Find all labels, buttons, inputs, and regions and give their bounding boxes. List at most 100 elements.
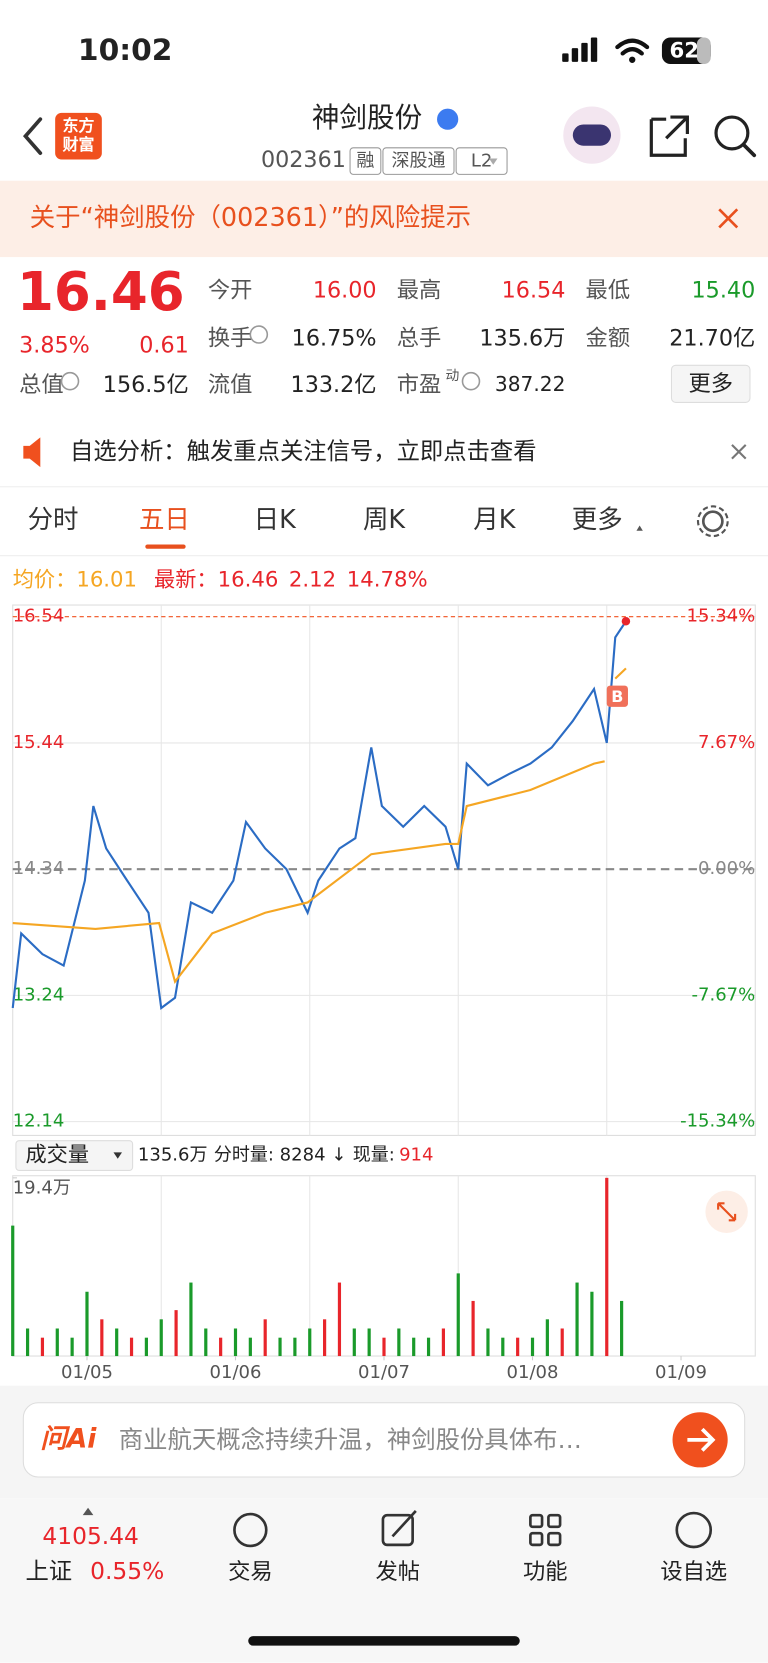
nav-item[interactable]: 发帖 [376, 1559, 421, 1585]
nav-item[interactable]: 功能 [523, 1559, 568, 1585]
search[interactable] [714, 115, 750, 151]
avg-value: 16.01 [76, 568, 137, 593]
tag-box [382, 147, 455, 175]
tab[interactable]: 周K [363, 505, 406, 535]
volume-now-label: 现量: [353, 1145, 395, 1166]
avg-line [12, 667, 627, 984]
volume-bar [85, 1291, 89, 1357]
field-label: 今开 [208, 278, 253, 304]
volume-total: 135.6万 [138, 1145, 208, 1166]
field-label: 总手 [397, 325, 442, 351]
field-sup: 动 [446, 368, 460, 384]
last-point [621, 617, 631, 626]
logo [55, 112, 102, 160]
info-icon [461, 371, 481, 391]
y-tick-label: 15.44 [13, 732, 65, 753]
search-handle [741, 142, 757, 158]
volume-bar [426, 1337, 431, 1357]
volume-bar [263, 1319, 267, 1357]
close[interactable] [718, 208, 739, 229]
close[interactable] [731, 444, 747, 460]
tag: 深股通 [391, 151, 445, 172]
volume-bar [293, 1337, 297, 1357]
notice-text: 自选分析：触发重点关注信号，立即点击查看 [70, 437, 537, 465]
x-tick-label: 01/08 [507, 1362, 559, 1383]
clock: 10:02 [78, 33, 172, 68]
nav-item[interactable]: 交易 [228, 1559, 273, 1585]
field-label: 最低 [586, 278, 631, 304]
battery-level: 62 [669, 38, 699, 63]
ai-text: 商业航天概念持续升温，神剑股份具体布… [119, 1425, 582, 1454]
volume-now: 914 [399, 1145, 433, 1166]
tab[interactable]: 日K [254, 505, 297, 535]
volume-tick: 分时量: 8284 ↓ [214, 1145, 347, 1166]
notice-bar[interactable] [0, 416, 768, 489]
change: 0.61 [139, 333, 189, 359]
field-label: 总值 [19, 372, 64, 398]
stock-name: 神剑股份 [312, 101, 422, 134]
ai-bar[interactable] [22, 1402, 746, 1478]
tab[interactable]: 更多 [572, 505, 623, 535]
x-tick-label: 01/07 [358, 1362, 410, 1383]
x-tick-label: 01/06 [210, 1362, 262, 1383]
volume-bar [516, 1337, 520, 1357]
y-tick-label: 14.34 [13, 858, 65, 879]
tag-box [455, 147, 508, 175]
more-button[interactable] [670, 364, 751, 403]
field-value: 156.5亿 [103, 372, 189, 398]
back[interactable] [22, 117, 43, 155]
volume-bar [115, 1328, 119, 1357]
volume-bar [486, 1328, 490, 1357]
ai-logo: 问Ai [40, 1423, 97, 1454]
divider [0, 555, 768, 557]
y-tick-label: 16.54 [13, 606, 65, 627]
settings[interactable] [701, 510, 724, 533]
field-value: 133.2亿 [291, 372, 377, 398]
risk-banner[interactable] [0, 180, 768, 258]
info-icon [60, 371, 80, 391]
volume-selector[interactable] [15, 1140, 134, 1171]
volume-bar [560, 1328, 564, 1357]
field-value: 16.54 [502, 278, 566, 304]
index-name[interactable]: 上证 [25, 1557, 72, 1585]
divider [0, 486, 768, 488]
nav-item[interactable]: 设自选 [660, 1559, 727, 1585]
field-value: 135.6万 [479, 325, 565, 351]
volume-bar [530, 1337, 535, 1357]
field-value: 21.70亿 [669, 325, 755, 351]
last-value: 16.46 [218, 568, 279, 593]
y-tick-label: 13.24 [13, 984, 65, 1005]
volume-bar [575, 1282, 579, 1357]
last-label: 最新： [154, 568, 218, 593]
chart-legend: 均价：16.01 最新：16.46 2.12 14.78% [13, 568, 428, 593]
volume-bar [159, 1319, 163, 1357]
volume-bar [144, 1337, 148, 1357]
up-arrow [82, 1507, 94, 1516]
volume-bar [248, 1337, 252, 1357]
tab[interactable]: 五日 [139, 505, 190, 535]
y-tick-label: 12.14 [13, 1111, 65, 1132]
info-icon [249, 325, 269, 344]
price: 16.46 [17, 261, 185, 323]
settings-gear [696, 505, 729, 538]
tab[interactable]: 分时 [28, 505, 79, 535]
volume-bar [590, 1291, 594, 1357]
dropdown[interactable] [489, 158, 498, 165]
y2-tick-label: -15.34% [680, 1111, 755, 1132]
volume-bar [620, 1300, 624, 1357]
volume-bar [189, 1282, 193, 1357]
share[interactable] [649, 115, 689, 157]
volume-bar [278, 1337, 282, 1357]
buy-marker [606, 685, 628, 707]
dropdown [636, 525, 643, 531]
volume-bar [397, 1328, 401, 1357]
buy-marker-text: B [611, 687, 623, 706]
stock-code: 002361 [261, 147, 346, 173]
y2-tick-label: 7.67% [698, 732, 755, 753]
logo-text: 财富 [63, 135, 95, 154]
battery-empty [696, 37, 711, 65]
tab[interactable]: 月K [473, 505, 516, 535]
tag: 融 [356, 151, 374, 172]
field-label: 市盈 [397, 372, 442, 398]
change-pct: 3.85% [19, 333, 90, 359]
